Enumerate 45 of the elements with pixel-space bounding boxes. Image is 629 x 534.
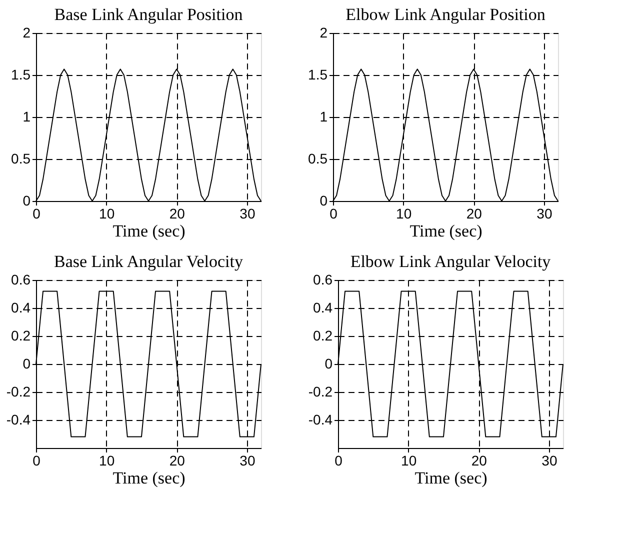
- y-tick-label: 2: [320, 24, 328, 40]
- y-tick-label: 0: [22, 356, 31, 372]
- chart-title: Elbow Link Angular Velocity: [350, 252, 552, 271]
- chart-title: Elbow Link Angular Position: [346, 5, 546, 24]
- y-tick-label: 1: [320, 108, 328, 124]
- y-tick-label: -0.4: [308, 412, 333, 428]
- x-axis-title: Time (sec): [414, 468, 488, 488]
- y-tick-label: 0.2: [11, 328, 31, 344]
- x-tick-label: 10: [396, 206, 412, 222]
- x-axis-title: Time (sec): [410, 222, 482, 240]
- y-tick-label: -0.2: [6, 384, 31, 400]
- x-tick-label: 30: [240, 452, 256, 468]
- x-tick-label: 30: [240, 206, 256, 222]
- x-tick-label: 0: [334, 452, 343, 468]
- y-tick-label: 0: [320, 192, 328, 208]
- y-tick-label: 0.5: [11, 150, 31, 166]
- x-axis-title: Time (sec): [112, 468, 186, 488]
- y-tick-label: -0.2: [308, 384, 333, 400]
- y-tick-label: 0.6: [313, 272, 333, 288]
- x-tick-label: 10: [401, 452, 417, 468]
- y-tick-label: -0.4: [6, 412, 31, 428]
- chart-title: Base Link Angular Velocity: [54, 252, 244, 271]
- y-tick-label: 0: [22, 192, 31, 208]
- y-tick-label: 0.2: [313, 328, 333, 344]
- x-tick-label: 30: [536, 206, 552, 222]
- y-tick-label: 0.5: [308, 150, 328, 166]
- y-tick-label: 1: [22, 108, 31, 124]
- x-tick-label: 0: [32, 452, 41, 468]
- y-tick-label: 0.4: [313, 300, 333, 316]
- x-tick-label: 10: [99, 452, 115, 468]
- x-tick-label: 20: [169, 206, 186, 222]
- x-axis-title: Time (sec): [112, 222, 186, 240]
- x-tick-label: 30: [542, 452, 558, 468]
- x-tick-label: 10: [99, 206, 115, 222]
- y-tick-label: 0.6: [11, 272, 31, 288]
- y-tick-label: 1.5: [11, 66, 31, 82]
- y-tick-label: 1.5: [308, 66, 328, 82]
- x-tick-label: 0: [32, 206, 41, 222]
- x-tick-label: 20: [466, 206, 482, 222]
- x-tick-label: 20: [169, 452, 186, 468]
- y-tick-label: 0.4: [11, 300, 31, 316]
- x-tick-label: 20: [471, 452, 488, 468]
- y-tick-label: 2: [22, 24, 31, 40]
- y-tick-label: 0: [324, 356, 333, 372]
- chart-title: Base Link Angular Position: [54, 5, 244, 24]
